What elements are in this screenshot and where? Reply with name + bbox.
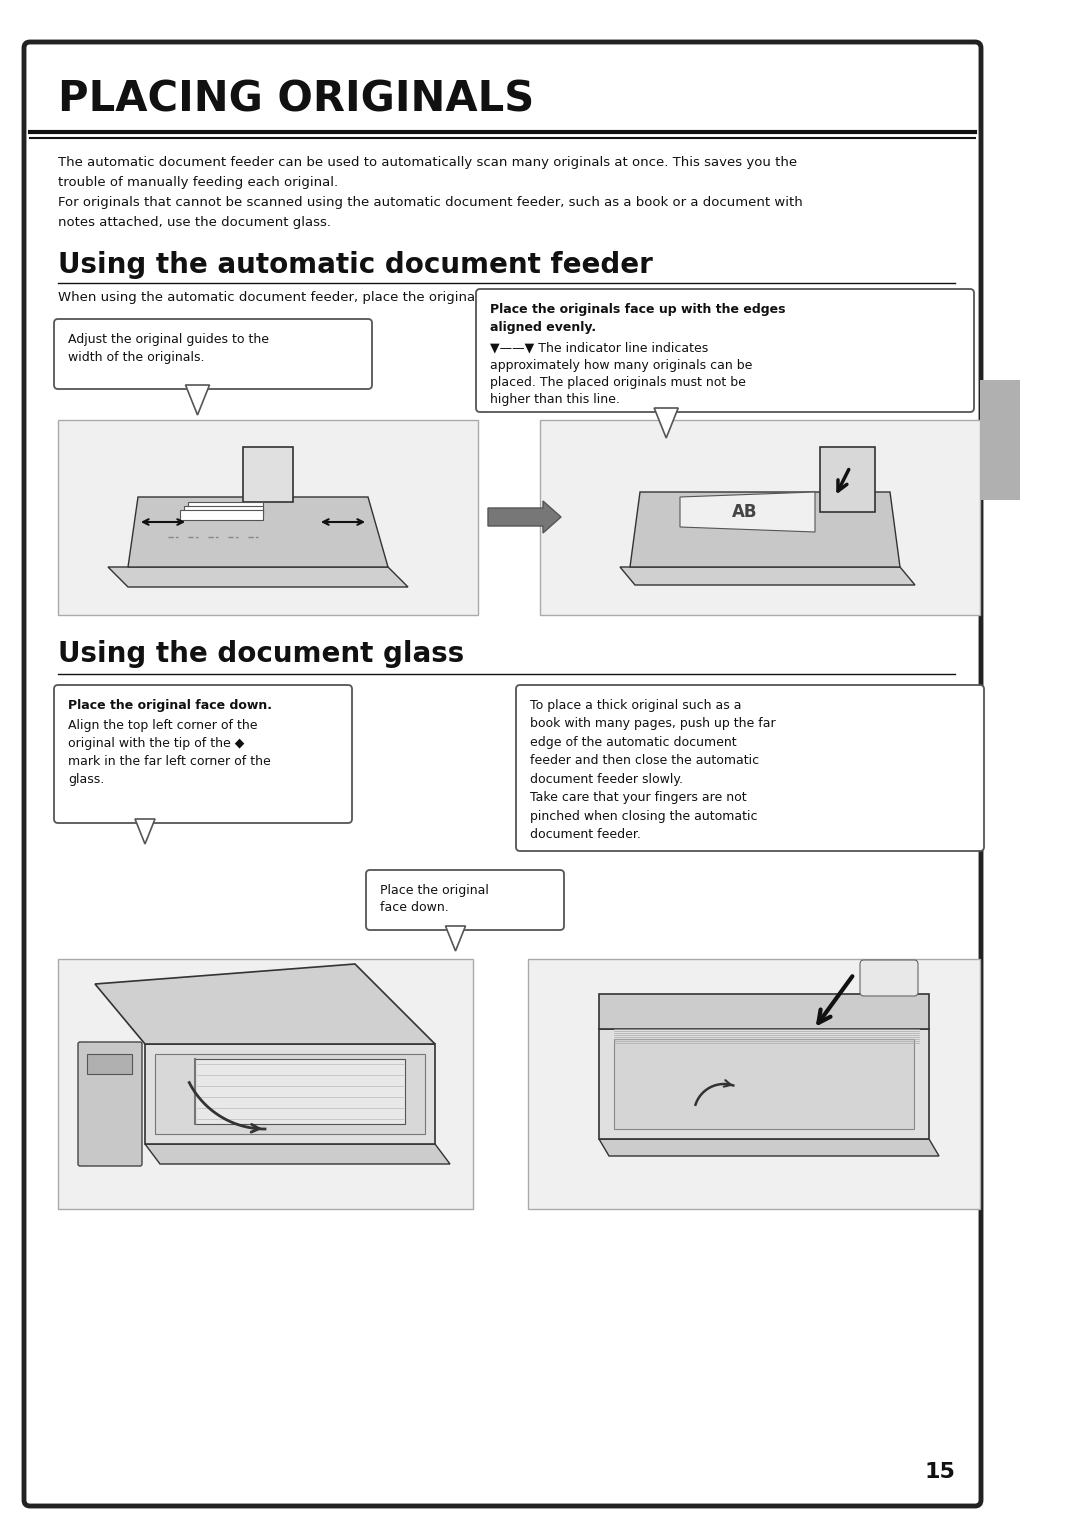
Polygon shape: [129, 497, 388, 567]
Bar: [87, 1054, 132, 1074]
FancyBboxPatch shape: [54, 685, 352, 824]
Text: aligned evenly.: aligned evenly.: [490, 321, 596, 335]
Polygon shape: [654, 408, 678, 439]
Bar: [58, 420, 478, 614]
FancyBboxPatch shape: [24, 41, 981, 1507]
FancyBboxPatch shape: [476, 289, 974, 413]
Text: When using the automatic document feeder, place the originals in the document fe: When using the automatic document feeder…: [58, 290, 681, 304]
Polygon shape: [180, 510, 264, 520]
Text: Place the originals face up with the edges: Place the originals face up with the edg…: [490, 303, 785, 316]
Polygon shape: [599, 1138, 939, 1157]
FancyArrow shape: [488, 501, 561, 533]
Text: To place a thick original such as a
book with many pages, push up the far
edge o: To place a thick original such as a book…: [530, 698, 775, 842]
FancyBboxPatch shape: [54, 319, 372, 390]
FancyBboxPatch shape: [243, 448, 293, 503]
Text: PLACING ORIGINALS: PLACING ORIGINALS: [58, 79, 535, 121]
Polygon shape: [630, 492, 900, 567]
Text: Using the document glass: Using the document glass: [58, 640, 464, 668]
Polygon shape: [184, 506, 264, 516]
FancyBboxPatch shape: [145, 1044, 435, 1144]
Bar: [540, 420, 980, 614]
Polygon shape: [599, 995, 929, 1028]
Text: For originals that cannot be scanned using the automatic document feeder, such a: For originals that cannot be scanned usi…: [58, 196, 802, 209]
Text: ▼——▼ The indicator line indicates
approximately how many originals can be
placed: ▼——▼ The indicator line indicates approx…: [490, 341, 753, 406]
FancyBboxPatch shape: [599, 1028, 929, 1138]
Polygon shape: [108, 567, 408, 587]
Bar: [980, 380, 1020, 500]
Polygon shape: [95, 964, 435, 1044]
Text: Using the automatic document feeder: Using the automatic document feeder: [58, 251, 653, 280]
Bar: [528, 960, 980, 1209]
Bar: [33, 50, 972, 131]
Bar: [58, 960, 473, 1209]
Text: The automatic document feeder can be used to automatically scan many originals a: The automatic document feeder can be use…: [58, 156, 797, 170]
Text: AB: AB: [732, 503, 758, 521]
Polygon shape: [188, 503, 264, 512]
FancyBboxPatch shape: [820, 448, 875, 512]
Polygon shape: [620, 567, 915, 585]
Text: Align the top left corner of the
original with the tip of the ◆
mark in the far : Align the top left corner of the origina…: [68, 720, 271, 785]
FancyBboxPatch shape: [78, 1042, 141, 1166]
FancyBboxPatch shape: [860, 960, 918, 996]
Text: trouble of manually feeding each original.: trouble of manually feeding each origina…: [58, 176, 338, 189]
Text: Place the original face down.: Place the original face down.: [68, 698, 272, 712]
FancyBboxPatch shape: [516, 685, 984, 851]
Text: 15: 15: [924, 1462, 955, 1482]
Polygon shape: [145, 1144, 450, 1164]
FancyBboxPatch shape: [366, 869, 564, 931]
Bar: [615, 1039, 914, 1129]
Polygon shape: [186, 385, 210, 416]
Polygon shape: [680, 492, 815, 532]
Text: Adjust the original guides to the
width of the originals.: Adjust the original guides to the width …: [68, 333, 269, 364]
Polygon shape: [195, 1059, 405, 1125]
Polygon shape: [135, 819, 156, 843]
Text: Place the original
face down.: Place the original face down.: [380, 885, 489, 914]
Text: notes attached, use the document glass.: notes attached, use the document glass.: [58, 215, 330, 229]
Polygon shape: [446, 926, 465, 950]
Bar: [156, 1054, 426, 1134]
